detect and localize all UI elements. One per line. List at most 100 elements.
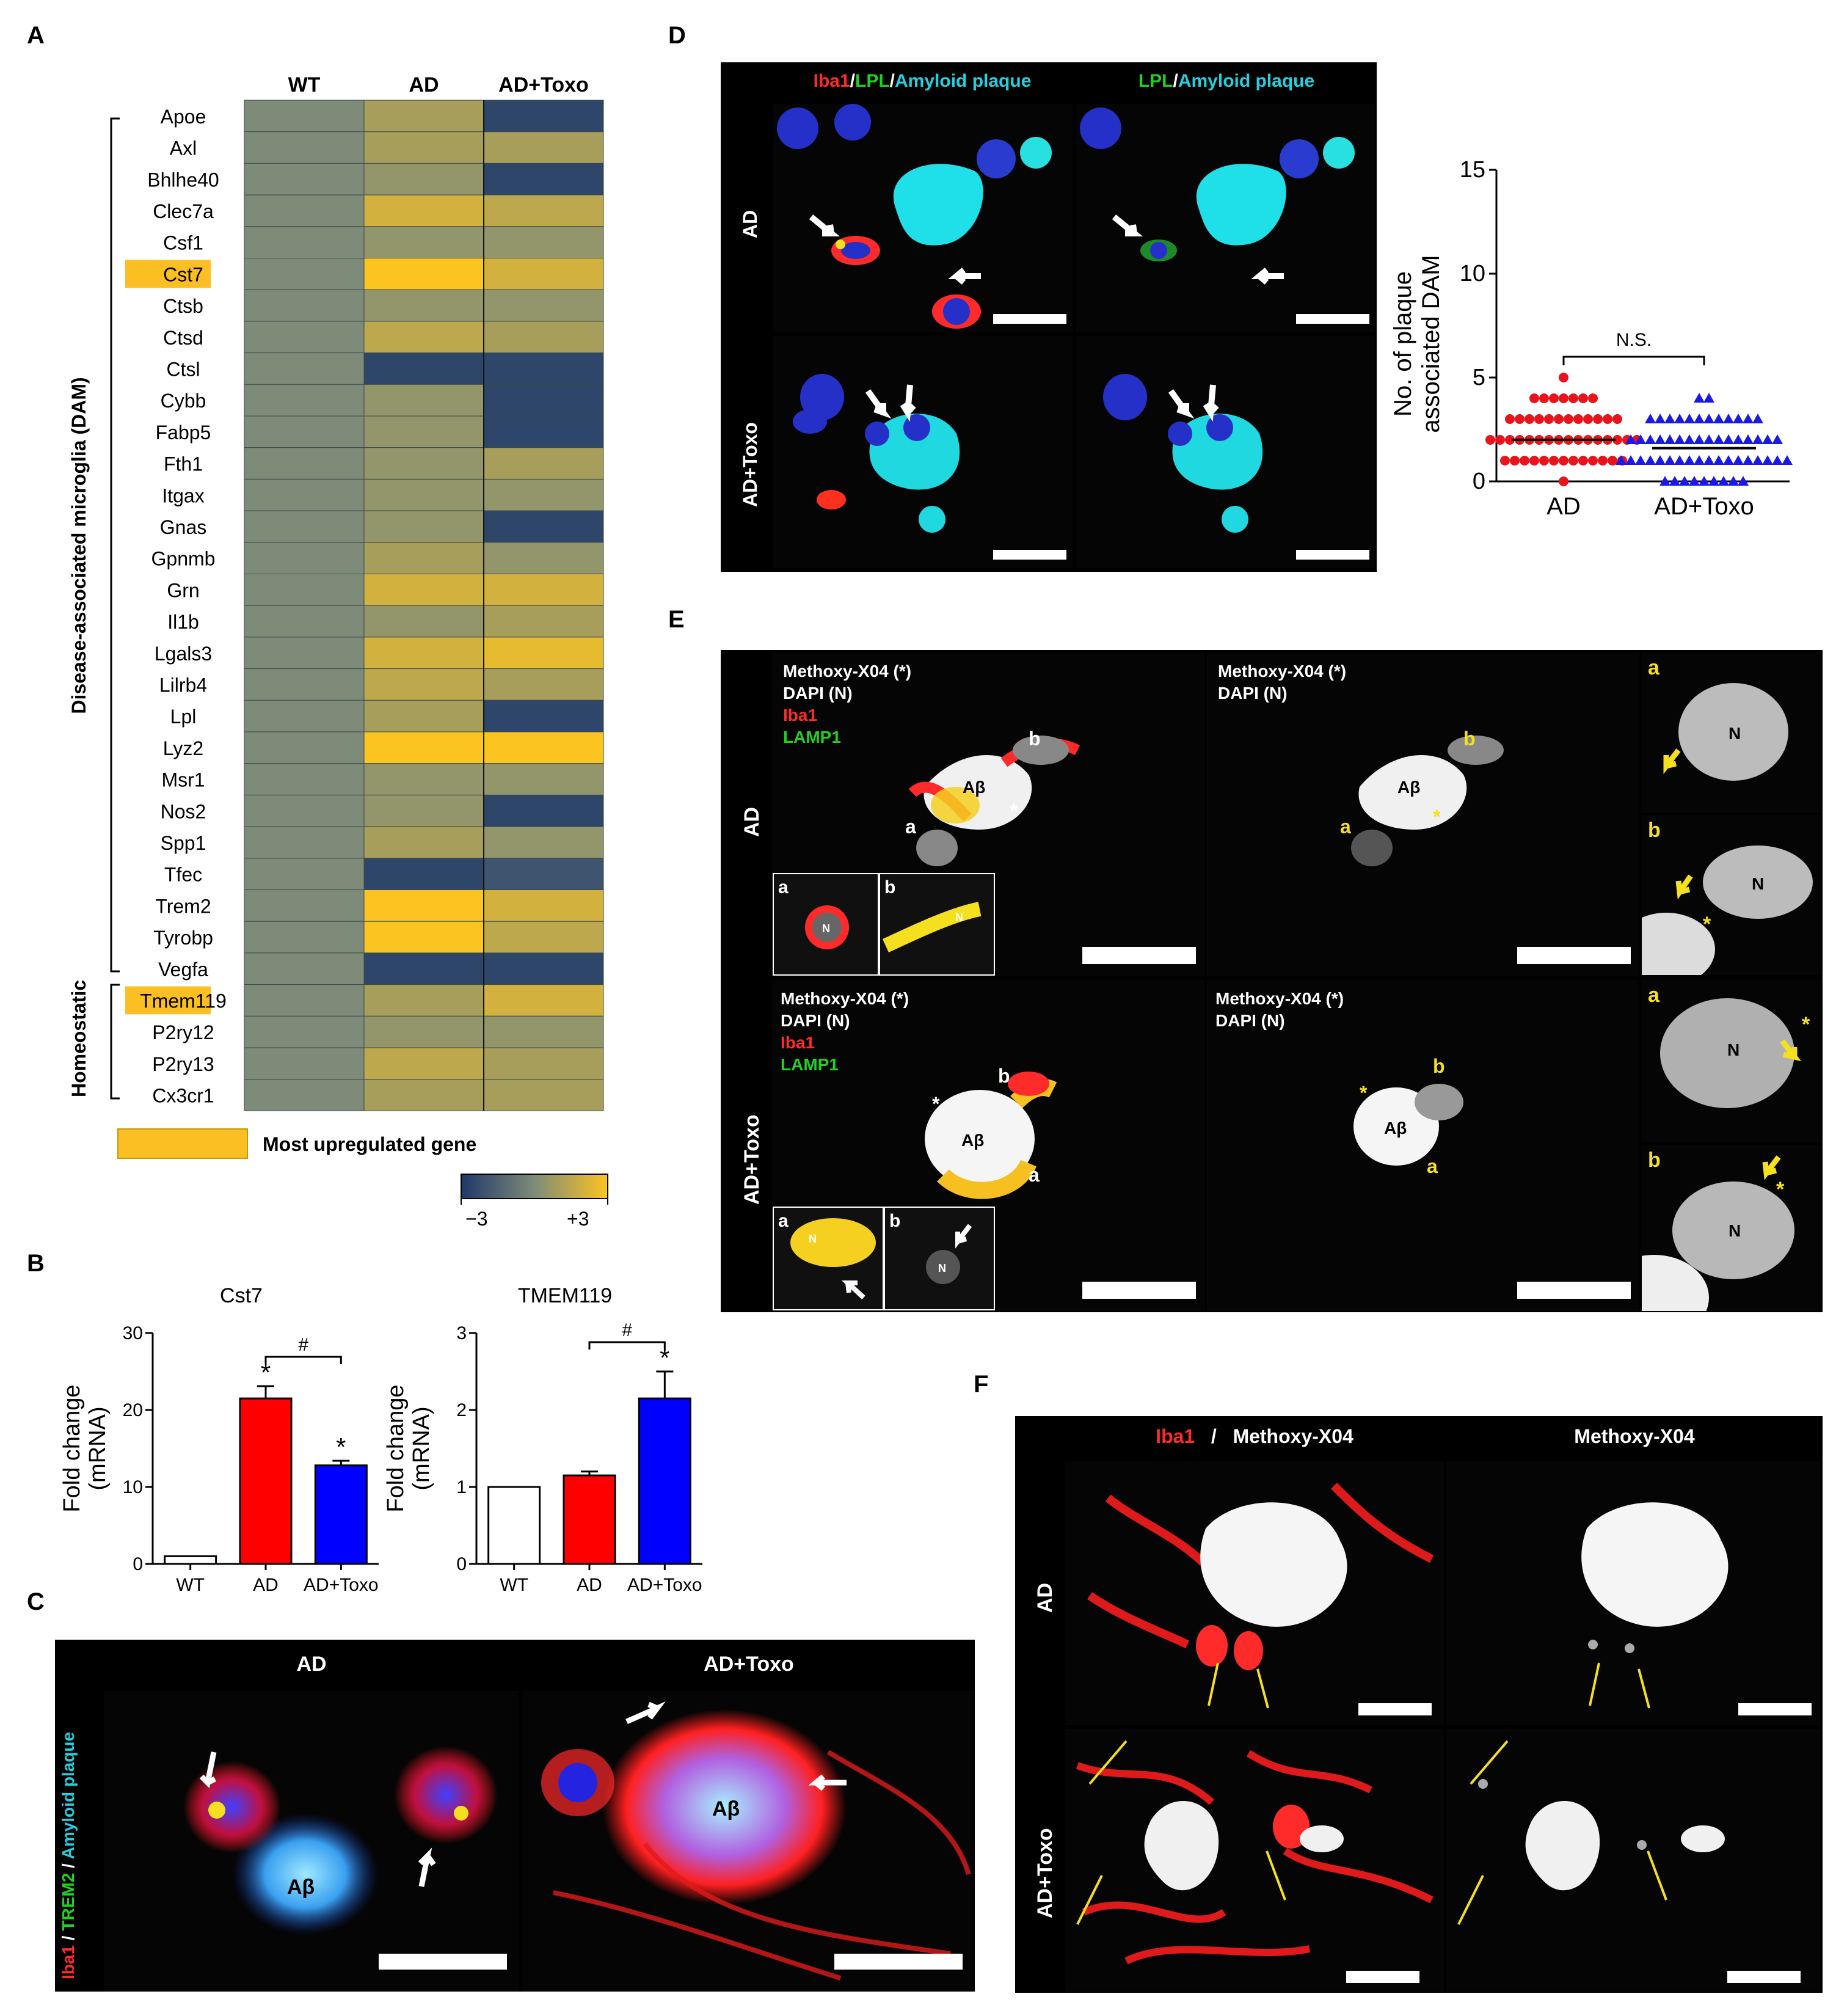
arrow-icon	[1470, 1740, 1509, 1785]
gene-label: Msr1	[161, 769, 205, 791]
micrograph-f-ad-methoxy	[1446, 1461, 1820, 1725]
comparison-bracket	[588, 1341, 666, 1349]
homeostatic-group-label: Homeostatic	[68, 980, 90, 1097]
data-point	[1598, 456, 1608, 466]
scale-bar	[1517, 1282, 1631, 1299]
nucleus-label: N	[1752, 874, 1764, 893]
heatmap-cell	[244, 100, 365, 133]
nucleus-label: N	[955, 911, 963, 924]
methoxy-label: Methoxy-X04 (*)	[1218, 662, 1346, 681]
arrow-icon	[955, 1224, 972, 1249]
y-tick-label: 0	[456, 1554, 467, 1574]
heatmap-cell	[244, 1079, 365, 1111]
heatmap-cell	[244, 605, 365, 638]
gene-highlight	[125, 986, 211, 1015]
arrow-icon	[1112, 214, 1143, 236]
methoxy-label: Methoxy-X04 (*)	[783, 662, 911, 681]
data-point	[1583, 414, 1593, 424]
micrograph-e-ad-zoom-a: a N	[1642, 652, 1821, 813]
panel-d-header-1: Iba1 / LPL / Amyloid plaque	[771, 62, 1074, 100]
dapi-label: DAPI (N)	[1215, 1011, 1285, 1030]
panel-letter-e: E	[668, 606, 685, 633]
data-point	[1684, 434, 1695, 444]
nucleus-label: N	[809, 1233, 817, 1245]
heatmap-cell	[244, 478, 365, 511]
gene-label: P2ry13	[152, 1053, 214, 1075]
nucleus-label: N	[1729, 724, 1741, 743]
scale-bar	[1727, 1971, 1801, 1983]
y-axis-label: (mRNA)	[409, 1406, 434, 1490]
gene-label: Tmem119	[140, 990, 227, 1012]
iba1-label: Iba1	[781, 1033, 815, 1052]
chart-title: TMEM119	[518, 1284, 612, 1307]
heatmap-cell	[244, 226, 365, 258]
data-point	[1684, 414, 1695, 423]
panel-e-row-ad-toxo: AD+Toxo	[740, 1114, 763, 1205]
data-point	[1505, 435, 1515, 445]
zoom-label-a: a	[1648, 656, 1660, 679]
lpl-label: LPL	[855, 71, 890, 91]
zoom-label-b: b	[1648, 1149, 1661, 1172]
most-upregulated-swatch	[117, 1128, 248, 1159]
heatmap-cell	[483, 763, 604, 795]
data-point	[1733, 434, 1744, 444]
star-marker: *	[1433, 806, 1441, 828]
data-point	[1578, 456, 1588, 466]
x-tick-label: AD+Toxo	[304, 1575, 379, 1595]
micrograph-f-toxo-methoxy	[1446, 1729, 1820, 1992]
data-point	[1485, 435, 1495, 445]
y-axis-label: (mRNA)	[85, 1406, 111, 1490]
heatmap-cell	[483, 258, 604, 290]
heatmap-cell	[244, 258, 365, 290]
significance-label: N.S.	[1616, 330, 1652, 350]
heatmap-cell	[363, 384, 484, 417]
scale-bar	[1082, 947, 1196, 964]
heatmap-cell	[363, 794, 484, 827]
data-point	[1708, 476, 1719, 486]
gene-highlight	[125, 260, 211, 288]
micrograph-e-toxo-zoom-a: a N *	[1642, 980, 1821, 1142]
iba1-label: Iba1	[783, 706, 817, 725]
heatmap-cell	[244, 858, 365, 891]
dapi-label: DAPI (N)	[781, 1011, 850, 1030]
inset-b-label: b	[884, 877, 895, 897]
heatmap-cell	[244, 731, 365, 764]
heatmap-cell	[363, 352, 484, 385]
micrograph-c-ad-toxo: Aβ	[523, 1691, 975, 1992]
heatmap-cell	[483, 384, 604, 417]
star-marker: *	[1776, 1178, 1785, 1201]
data-point	[1554, 414, 1564, 424]
panel-letter-d: D	[668, 22, 686, 49]
scale-bar	[379, 1954, 507, 1970]
scale-bar	[1296, 550, 1369, 560]
comparison-label: #	[622, 1320, 632, 1340]
data-point	[1520, 456, 1529, 466]
data-point	[1703, 455, 1714, 465]
data-point	[1559, 477, 1568, 486]
iba1-label: Iba1	[59, 1945, 78, 1979]
heatmap-cell	[363, 858, 484, 891]
gene-label: Grn	[167, 579, 199, 601]
data-point	[1578, 393, 1588, 403]
comparison-bracket	[1562, 356, 1705, 365]
star-marker: *	[1703, 913, 1711, 936]
scale-bar	[993, 314, 1066, 324]
trem2-label: TREM2	[59, 1872, 78, 1931]
label-b: b	[1463, 728, 1476, 750]
heatmap-cell	[483, 1015, 604, 1048]
data-point	[1772, 434, 1783, 444]
panel-d-header-2: LPL / Amyloid plaque	[1076, 62, 1377, 100]
heatmap-cell	[483, 542, 604, 574]
data-point	[1728, 476, 1739, 486]
data-point	[1694, 414, 1705, 423]
heatmap-cell	[244, 163, 365, 195]
panel-f-row-ad: AD	[1033, 1582, 1057, 1613]
data-point	[1703, 414, 1714, 423]
data-point	[1743, 434, 1754, 444]
heatmap-cell	[483, 415, 604, 448]
x-tick-label: AD+Toxo	[1654, 493, 1754, 520]
panel-letter-f: F	[974, 1371, 989, 1398]
gene-label: Lgals3	[155, 643, 212, 665]
x-tick-label: AD+Toxo	[627, 1575, 702, 1595]
data-point	[1669, 476, 1680, 486]
